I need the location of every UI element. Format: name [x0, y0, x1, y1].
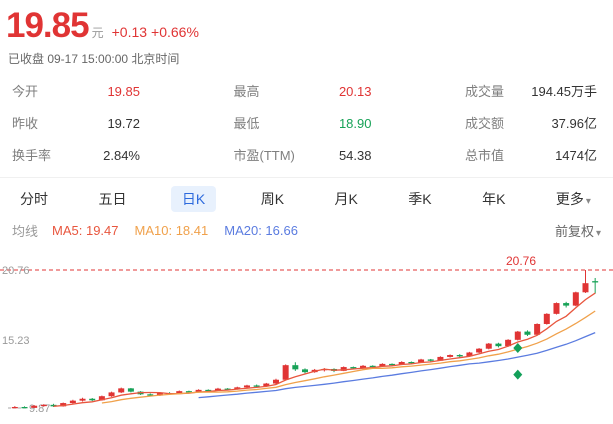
price-change-abs: +0.13: [111, 24, 148, 40]
svg-text:20.76: 20.76: [2, 265, 30, 277]
period-tabs: 分时 五日 日K 周K 月K 季K 年K 更多 ▾: [0, 177, 613, 218]
stat-low: 最低 18.90: [233, 116, 372, 131]
stat-market-cap: 总市值 1474亿: [465, 148, 597, 163]
ma5-value: MA5: 19.47: [52, 223, 119, 238]
svg-text:9.87: 9.87: [29, 403, 50, 415]
tab-five-day[interactable]: 五日: [98, 191, 127, 207]
tab-quarterly-k[interactable]: 季K: [408, 191, 432, 207]
svg-text:15.23: 15.23: [2, 335, 30, 347]
quote-header: 19.85 元 +0.13 +0.66% 已收盘 09-17 15:00:00 北…: [0, 0, 613, 164]
ma-legend: 均线 MA5: 19.47 MA10: 18.41 MA20: 16.66 前复…: [0, 218, 613, 240]
stat-pe-ttm: 市盈(TTM) 54.38: [233, 148, 372, 163]
tab-daily-k[interactable]: 日K: [170, 186, 217, 212]
price-unit: 元: [91, 26, 104, 40]
price-change: +0.13 +0.66%: [112, 24, 203, 40]
quote-stats: 今开 19.85 昨收 19.72 换手率 2.84% 最高 20.13 最低 …: [12, 81, 597, 164]
stat-turnover: 成交额 37.96亿: [465, 116, 597, 131]
tab-yearly-k[interactable]: 年K: [482, 191, 506, 207]
market-status: 已收盘 09-17 15:00:00 北京时间: [8, 52, 180, 66]
stat-prev-close: 昨收 19.72: [12, 116, 140, 131]
tab-more-label: 更多: [555, 191, 584, 207]
ma20-value: MA20: 16.66: [224, 223, 298, 238]
ma10-value: MA10: 18.41: [134, 223, 209, 238]
tab-more[interactable]: 更多 ▾: [550, 186, 597, 212]
tab-time-sharing[interactable]: 分时: [20, 191, 48, 207]
svg-text:20.76: 20.76: [506, 254, 536, 268]
chevron-down-icon: ▾: [585, 196, 591, 207]
tab-weekly-k[interactable]: 周K: [260, 191, 285, 207]
adjust-mode-dropdown[interactable]: 前复权 ▾: [555, 221, 601, 240]
stat-turnover-rate: 换手率 2.84%: [12, 148, 140, 163]
current-price: 19.85: [6, 6, 90, 45]
stat-high: 最高 20.13: [233, 84, 372, 99]
stat-volume: 成交量 194.45万手: [465, 84, 597, 99]
price-change-pct: +0.66%: [151, 24, 199, 40]
stat-today-open: 今开 19.85: [12, 84, 140, 99]
ma-legend-title: 均线: [12, 224, 39, 239]
tab-monthly-k[interactable]: 月K: [334, 191, 358, 207]
chevron-down-icon: ▾: [595, 228, 601, 239]
price-row: 19.85 元 +0.13 +0.66%: [6, 6, 603, 46]
adjust-mode-label: 前复权: [554, 224, 594, 239]
